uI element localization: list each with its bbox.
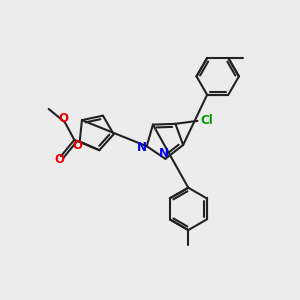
Text: O: O: [73, 139, 83, 152]
Text: Cl: Cl: [200, 114, 213, 128]
Text: O: O: [54, 153, 64, 166]
Text: O: O: [58, 112, 68, 125]
Text: N: N: [159, 147, 169, 160]
Text: N: N: [137, 141, 147, 154]
